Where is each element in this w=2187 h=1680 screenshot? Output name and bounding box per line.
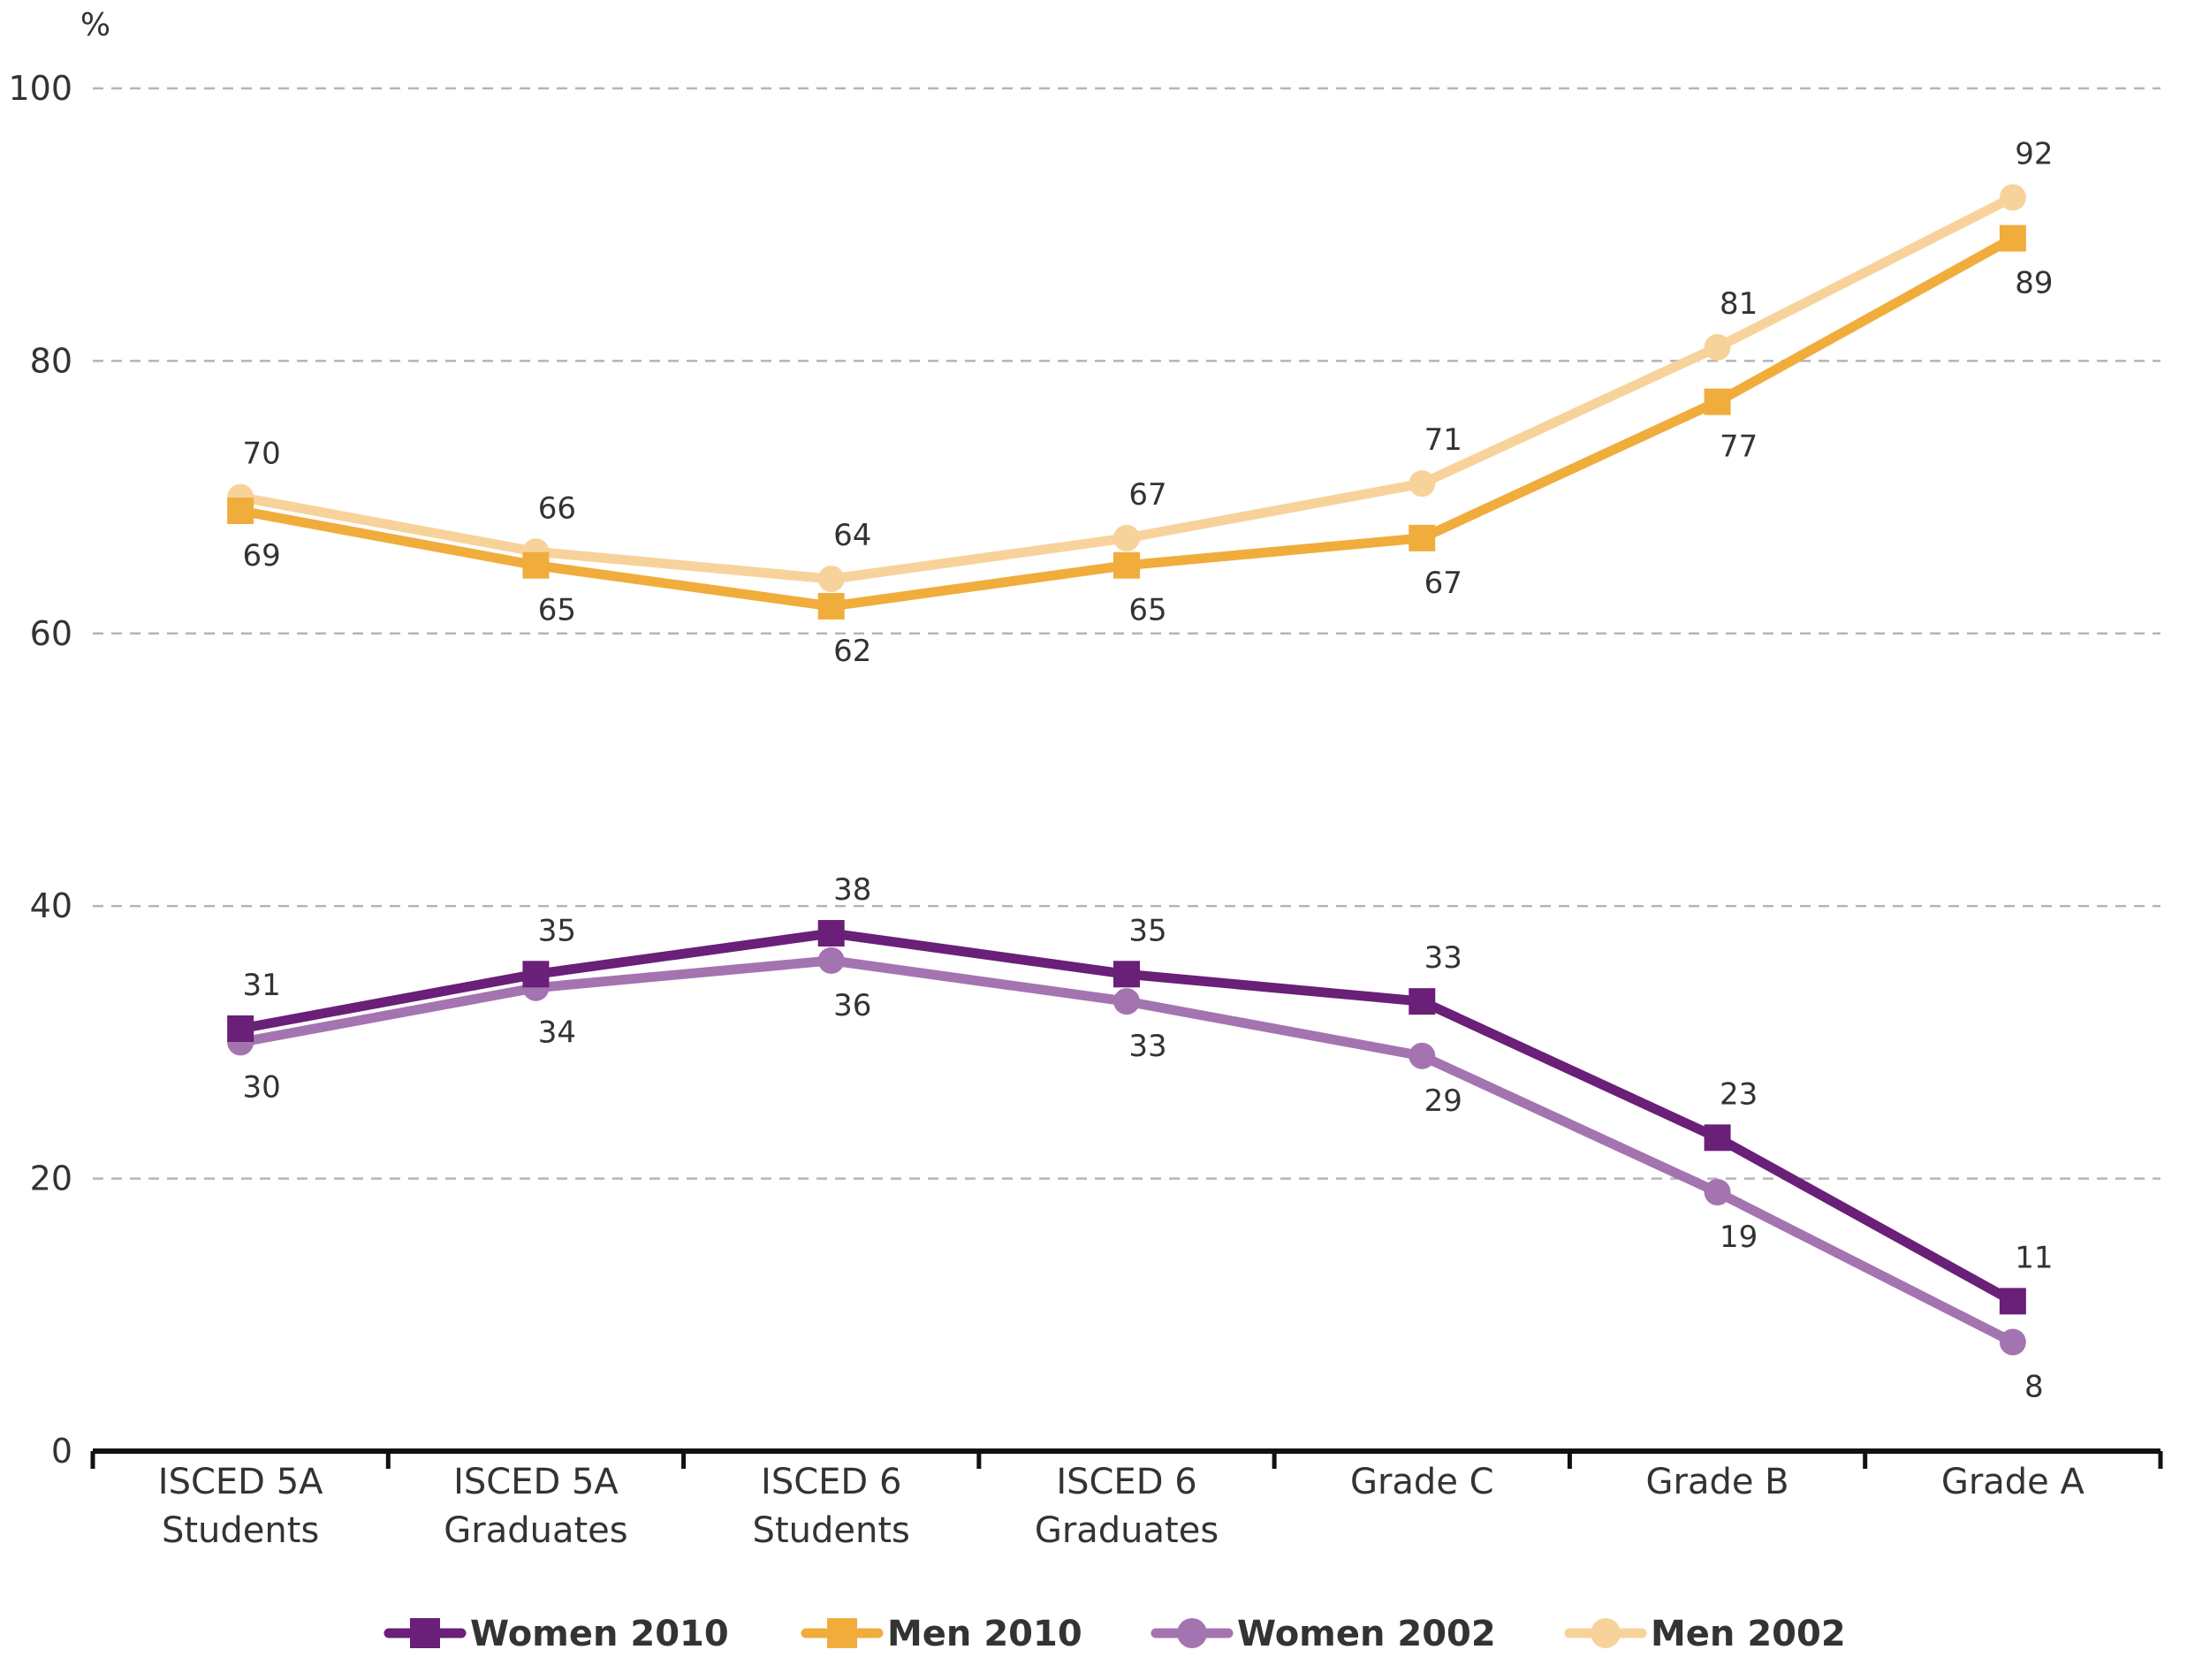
- series-lines: [227, 184, 2026, 1356]
- x-tick-label: Students: [162, 1510, 319, 1551]
- legend-marker: [410, 1618, 440, 1648]
- data-point: [1999, 224, 2026, 252]
- x-tick-label: ISCED 5A: [158, 1462, 323, 1502]
- data-point: [227, 1015, 254, 1042]
- data-label: 66: [538, 490, 576, 526]
- gridlines: [93, 87, 2160, 1180]
- data-point: [1113, 988, 1140, 1015]
- x-tick-label: Students: [753, 1510, 910, 1551]
- legend-marker: [827, 1618, 857, 1648]
- data-label: 30: [243, 1069, 281, 1105]
- data-label: 23: [1720, 1076, 1758, 1112]
- data-label: 31: [243, 968, 281, 1003]
- data-point: [1704, 1124, 1731, 1152]
- legend-label: Women 2002: [1237, 1614, 1496, 1654]
- data-point: [1409, 1042, 1436, 1069]
- x-tick-label: ISCED 6: [1056, 1462, 1196, 1502]
- data-label: 65: [1128, 593, 1166, 628]
- data-label: 19: [1720, 1220, 1758, 1255]
- data-label: 71: [1424, 422, 1462, 458]
- x-tick-label: Graduates: [444, 1510, 627, 1551]
- data-label: 35: [538, 913, 576, 948]
- data-label: 29: [1424, 1083, 1462, 1119]
- y-tick-label: 0: [51, 1432, 72, 1471]
- data-label: 33: [1424, 940, 1462, 976]
- data-label: 8: [2024, 1370, 2044, 1405]
- y-tick-label: 20: [30, 1159, 72, 1198]
- data-label: 35: [1128, 913, 1166, 948]
- axes: % 0 20 40 60 80 100 ISCED 5A Students ISCED 5A Gra…: [8, 7, 2163, 1551]
- data-label: 34: [538, 1015, 576, 1051]
- data-label: 81: [1720, 286, 1758, 322]
- data-point: [817, 566, 845, 593]
- data-point: [1999, 1288, 2026, 1315]
- x-tick-label: Grade B: [1646, 1462, 1789, 1502]
- data-point: [1113, 551, 1140, 579]
- data-point: [1999, 184, 2026, 211]
- y-tick-label: 40: [30, 886, 72, 925]
- data-point: [522, 551, 550, 579]
- legend: Women 2010 Men 2010 Women 2002 Men 2002: [383, 1614, 1846, 1654]
- x-tick-label: Grade A: [1941, 1462, 2085, 1502]
- data-point: [1409, 470, 1436, 498]
- data-point: [1704, 1179, 1731, 1206]
- y-tick-label: 80: [30, 341, 72, 380]
- x-tick-label: ISCED 6: [761, 1462, 901, 1502]
- data-label: 64: [833, 518, 871, 553]
- legend-label: Women 2010: [470, 1614, 729, 1654]
- data-point: [1113, 524, 1140, 551]
- data-point: [1999, 1328, 2026, 1356]
- y-unit-label: %: [80, 7, 110, 43]
- data-point: [227, 498, 254, 525]
- data-label: 33: [1128, 1029, 1166, 1064]
- y-tick-label: 100: [8, 69, 72, 108]
- x-tick-label: ISCED 5A: [453, 1462, 619, 1502]
- x-tick-label: Grade C: [1350, 1462, 1494, 1502]
- data-label: 92: [2015, 136, 2053, 171]
- data-point: [1409, 524, 1436, 551]
- data-label: 89: [2015, 266, 2053, 301]
- y-tick-label: 60: [30, 614, 72, 653]
- data-label: 11: [2015, 1240, 2053, 1275]
- x-tick-label: Graduates: [1035, 1510, 1219, 1551]
- data-label: 36: [833, 988, 871, 1023]
- legend-marker: [1177, 1618, 1207, 1648]
- data-point: [817, 920, 845, 947]
- data-label: 38: [833, 872, 871, 908]
- legend-label: Men 2002: [1651, 1614, 1846, 1654]
- data-label: 62: [833, 634, 871, 669]
- data-label: 67: [1128, 477, 1166, 513]
- data-point: [1704, 333, 1731, 361]
- data-labels: 31 35 38 35 33 23 11 69 65 62 65 67 77 89 30 34 36 33 29 19…: [243, 136, 2054, 1404]
- data-label: 69: [243, 538, 281, 574]
- data-point: [1409, 988, 1436, 1015]
- data-label: 65: [538, 593, 576, 628]
- data-point: [1113, 961, 1140, 988]
- legend-label: Men 2010: [887, 1614, 1082, 1654]
- data-point: [1704, 388, 1731, 415]
- data-point: [817, 946, 845, 974]
- data-point: [817, 592, 845, 620]
- data-label: 67: [1424, 566, 1462, 601]
- legend-marker: [1591, 1618, 1621, 1648]
- data-label: 77: [1720, 430, 1758, 465]
- data-point: [522, 961, 550, 988]
- data-label: 70: [243, 437, 281, 472]
